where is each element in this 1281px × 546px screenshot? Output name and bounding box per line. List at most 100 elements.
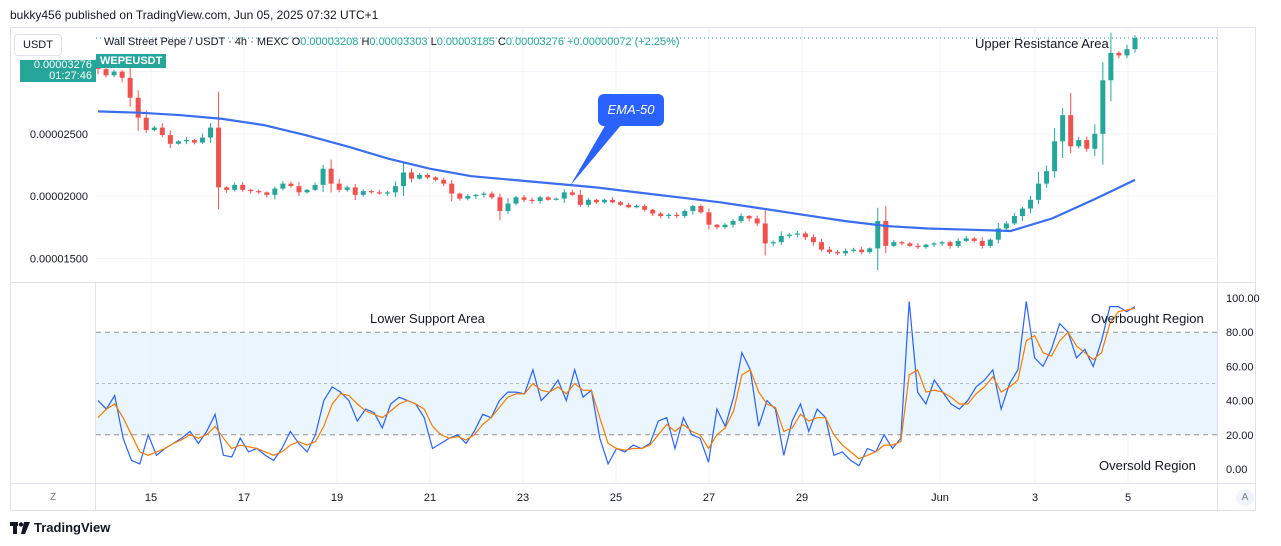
upper-resistance-label: Upper Resistance Area	[975, 36, 1109, 51]
candle	[626, 202, 632, 209]
x-tick-label: 3	[1032, 492, 1038, 504]
symbol-line: Wall Street Pepe / USDT · 4h · MEXC	[104, 36, 289, 48]
candle	[955, 238, 961, 249]
candle	[489, 191, 495, 200]
candle	[553, 197, 559, 201]
candle	[288, 181, 294, 188]
candle	[1044, 165, 1050, 188]
candle	[191, 139, 197, 145]
candle	[609, 197, 615, 204]
candle	[730, 219, 736, 228]
candle	[923, 243, 929, 249]
candle	[899, 240, 905, 246]
candle	[778, 231, 784, 245]
candle	[296, 182, 302, 197]
candle	[770, 240, 776, 247]
oversold-label: Oversold Region	[1099, 458, 1196, 473]
candle	[1132, 35, 1138, 53]
stoch-band-lines	[96, 331, 1217, 436]
candle	[336, 178, 342, 193]
candle	[417, 172, 423, 180]
candle	[915, 242, 921, 250]
candle	[979, 237, 985, 249]
candle	[561, 189, 567, 203]
candle	[1036, 171, 1042, 205]
candle	[601, 198, 607, 204]
tradingview-logo[interactable]: TradingView	[10, 520, 110, 535]
close-value: 0.00003276	[505, 36, 564, 48]
candle	[585, 197, 591, 208]
candle	[1124, 44, 1130, 59]
candle	[272, 186, 278, 200]
x-tick-label: 23	[517, 492, 529, 504]
candle	[827, 246, 833, 255]
candle	[931, 242, 937, 247]
candle	[843, 248, 849, 256]
timezone-z-button[interactable]: Z	[49, 492, 57, 503]
candle	[521, 195, 527, 203]
candle	[167, 130, 173, 149]
candle	[738, 213, 744, 224]
candle	[320, 164, 326, 193]
candle	[449, 180, 455, 202]
candle	[835, 249, 841, 255]
currency-button[interactable]: USDT	[14, 34, 62, 56]
candle	[208, 123, 214, 143]
tradingview-icon	[10, 521, 30, 534]
price-tick-label: 0.00002000	[30, 191, 88, 203]
x-tick-label: 17	[238, 492, 250, 504]
change-value: +0.00000072 (+2.25%)	[567, 36, 680, 48]
candle	[425, 173, 431, 179]
candle	[682, 209, 688, 219]
x-tick-label: 25	[610, 492, 622, 504]
candle	[312, 182, 318, 192]
candle	[851, 247, 857, 253]
candle	[963, 235, 969, 243]
candle	[818, 238, 824, 252]
annotations: Upper Resistance Area Lower Support Area O…	[370, 36, 1204, 473]
candle	[457, 192, 463, 201]
candle	[360, 189, 366, 197]
lower-support-label: Lower Support Area	[370, 311, 486, 326]
candle	[392, 181, 398, 198]
ticker-tag: WEPEUSDT	[96, 54, 167, 68]
candle	[577, 189, 583, 208]
candle	[151, 125, 157, 132]
candle	[119, 70, 125, 83]
candle	[618, 201, 624, 206]
x-tick-label: Jun	[931, 492, 949, 504]
candle	[216, 91, 222, 210]
current-price: 0.00003276	[33, 59, 92, 71]
candle	[232, 182, 238, 192]
candle	[706, 208, 712, 230]
publisher-line: bukky456 published on TradingView.com, J…	[10, 8, 379, 22]
candle	[433, 176, 439, 182]
candle	[240, 182, 246, 192]
candle	[1011, 213, 1017, 226]
candle	[746, 214, 752, 222]
stoch-tick-label: 60.00	[1226, 361, 1254, 373]
candle	[376, 189, 382, 195]
candle	[891, 239, 897, 248]
x-tick-label: 19	[331, 492, 343, 504]
candle	[1100, 62, 1106, 165]
stoch-tick-label: 40.00	[1226, 396, 1254, 408]
auto-scale-button[interactable]: A	[1236, 490, 1254, 506]
ema-callout-pointer	[570, 124, 622, 186]
candle	[1027, 195, 1033, 214]
candle	[1003, 221, 1009, 231]
x-tick-label: 27	[703, 492, 715, 504]
x-tick-label: 29	[796, 492, 808, 504]
candle	[939, 240, 945, 246]
ema-50-line	[97, 110, 1136, 233]
stoch-tick-label: 80.00	[1226, 327, 1254, 339]
candle	[368, 189, 374, 194]
open-label: O	[291, 36, 301, 48]
candle	[674, 212, 680, 219]
x-tick-label: 21	[424, 492, 436, 504]
current-price-tag: 0.00003276 01:27:46	[20, 60, 96, 82]
candle	[280, 181, 286, 191]
stoch-d-line	[97, 307, 1136, 460]
candle	[1092, 124, 1098, 157]
